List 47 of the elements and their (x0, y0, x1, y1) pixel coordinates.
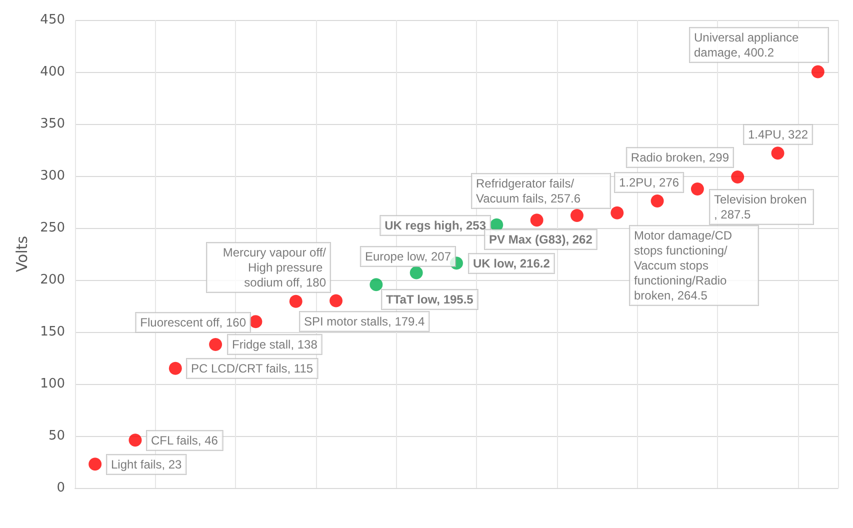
data-label: Fluorescent off, 160 (140, 316, 246, 330)
y-tick-label: 300 (40, 168, 65, 184)
y-tick-label: 50 (48, 428, 65, 444)
point (209, 338, 222, 351)
point (610, 206, 624, 220)
point (128, 434, 142, 447)
point (690, 182, 704, 196)
point (410, 266, 423, 280)
point (530, 214, 544, 227)
data-label: TTaT low, 195.5 (386, 292, 474, 306)
y-tick-label: 100 (40, 376, 65, 392)
data-label: PC LCD/CRT fails, 115 (191, 362, 314, 376)
data-label: Mercury vapour off/High pressure sodium off, 180 (222, 246, 327, 290)
point (289, 294, 302, 308)
data-label: CFL fails, 46 (151, 434, 218, 448)
data-label: Radio broken, 299 (630, 150, 730, 164)
y-tick-label: 200 (40, 272, 65, 288)
data-label: SPI motor stalls, 179.4 (304, 314, 426, 328)
y-tick-label: 0 (56, 480, 65, 496)
y-tick-label: 150 (40, 324, 65, 340)
data-label: Motor damage/CD stops functioning/Vaccum stops functioning/Radio broken, 264.5 (634, 228, 736, 302)
data-label: Fridge stall, 138 (232, 338, 318, 352)
data-label: Television broken, 287.5 (714, 192, 807, 222)
point (731, 170, 744, 184)
point (88, 458, 102, 471)
data-label: 1.4PU, 322 (748, 128, 808, 142)
data-label: Universal appliance damage, 400.2 (694, 30, 802, 60)
y-tick-label: 250 (40, 220, 65, 236)
data-label: 1.2PU, 276 (619, 176, 680, 190)
y-tick-label: 350 (40, 116, 65, 132)
point (249, 315, 262, 328)
point (650, 194, 664, 208)
point (570, 209, 584, 222)
data-label: PV Max (G83), 262 (489, 232, 593, 246)
point (771, 146, 784, 160)
data-label: Europe low, 207 (364, 250, 452, 264)
y-tick-label: 450 (40, 12, 65, 28)
point (330, 294, 343, 308)
point (811, 65, 824, 78)
point (168, 362, 182, 375)
y-tick-label: 400 (40, 64, 65, 80)
point (370, 278, 383, 292)
data-label: Light fails, 23 (111, 458, 182, 472)
data-label: Refridgerator fails/ Vacuum fails, 257.6 (476, 176, 581, 206)
data-label: UK low, 216.2 (473, 256, 550, 270)
data-label: UK regs high, 253 (384, 218, 486, 232)
y-axis-title: Volts (12, 236, 31, 272)
